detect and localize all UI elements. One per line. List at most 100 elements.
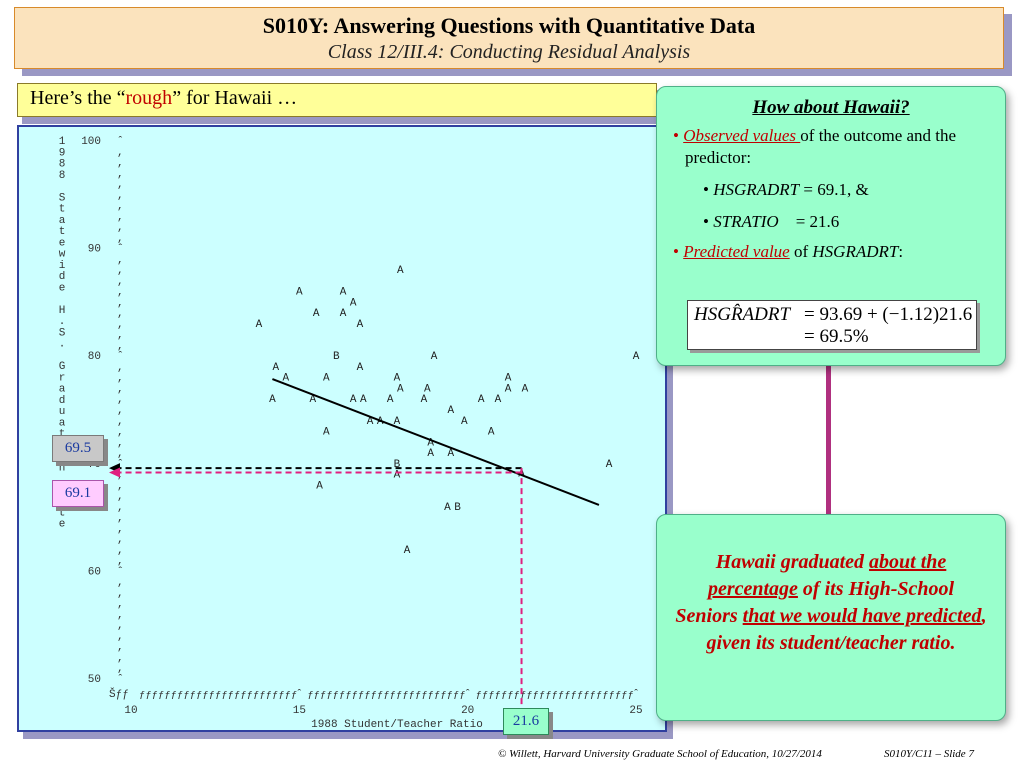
ylabel-char: .	[59, 339, 66, 351]
data-point: A	[397, 265, 404, 277]
conclusion-emphasis: that we would have predicted	[742, 605, 982, 627]
ylabel-char: w	[59, 249, 66, 261]
ylabel-char: 8	[59, 159, 66, 171]
equation-lhs-spacer	[694, 326, 804, 348]
rough-caption-prefix: Here’s the “	[30, 87, 126, 109]
ylabel-char: H	[59, 305, 66, 317]
y-tick-label: 100	[81, 136, 101, 148]
ylabel-char: e	[59, 519, 66, 531]
y-axis-tick-mark: ˆ	[117, 350, 124, 363]
ylabel-char: d	[59, 395, 66, 407]
x-axis-tick-mark: ˆ	[464, 688, 471, 701]
data-point: A	[427, 437, 434, 449]
data-point: A	[350, 297, 357, 309]
observed-arrowhead	[109, 467, 120, 478]
data-point: A	[394, 373, 401, 385]
prediction-equation: HSGR̂ADRT = 93.69 + (−1.12)21.6 = 69.5%	[687, 300, 977, 350]
y-axis-minor-mark: ,	[117, 642, 124, 654]
predicted-value-tag: 69.5	[52, 435, 104, 462]
ylabel-char: 9	[59, 147, 66, 159]
x-tick-label: 15	[293, 705, 306, 717]
regression-line	[272, 378, 600, 506]
x-axis-segment: ƒƒƒƒƒƒƒƒƒƒƒƒƒƒƒƒƒƒƒƒƒƒƒƒƒ	[307, 690, 465, 700]
x-tick-label: 10	[124, 705, 137, 717]
y-axis-minor-mark: ,	[117, 652, 124, 664]
hsgradrt-value: = 69.1, &	[799, 180, 869, 199]
y-axis-minor-mark: ,	[117, 470, 124, 482]
data-point: A	[323, 427, 330, 439]
data-point: A	[340, 308, 347, 320]
ylabel-char: t	[59, 204, 66, 216]
conclusion-part: of its High-School Seniors	[675, 578, 955, 627]
y-axis-minor-mark: ,	[117, 491, 124, 503]
data-point: A	[505, 373, 512, 385]
data-point: A	[387, 394, 394, 406]
y-axis-minor-mark: ,	[117, 405, 124, 417]
bullet-dot: •	[673, 242, 679, 261]
y-axis-minor-mark: ,	[117, 513, 124, 525]
x-axis-label: 1988 Student/Teacher Ratio	[311, 719, 483, 730]
y-axis-minor-mark: ,	[117, 201, 124, 213]
x-axis-segment: ƒƒƒƒƒƒƒƒƒƒƒƒƒƒƒƒƒƒƒƒƒƒƒƒƒ	[476, 690, 634, 700]
observed-values-text: of the outcome and the predictor:	[685, 126, 957, 167]
ylabel-char: G	[59, 361, 66, 373]
y-axis-minor-mark: ,	[117, 179, 124, 191]
y-axis-minor-mark: ,	[117, 620, 124, 632]
slide-title: S010Y: Answering Questions with Quantita…	[262, 13, 756, 38]
y-axis-minor-mark: ,	[117, 588, 124, 600]
equation-rhs-line1: = 93.69 + (−1.12)21.6	[804, 304, 973, 325]
ylabel-char: S	[59, 192, 66, 204]
ylabel-char: S	[59, 327, 66, 339]
conclusion-statement: Hawaii graduated about the percentage of…	[675, 549, 987, 657]
data-point: B	[333, 351, 340, 363]
ylabel-char: 1	[59, 136, 66, 148]
ylabel-char: .	[59, 316, 66, 328]
data-point: A	[296, 287, 303, 299]
ylabel-char: r	[59, 372, 66, 384]
bullet-predicted-value: • Predicted value of HSGRADRT:	[673, 241, 991, 263]
panel-heading: How about Hawaii?	[752, 97, 910, 118]
y-axis-minor-mark: ,	[117, 340, 124, 352]
data-point: B	[394, 459, 401, 471]
rough-caption-emphasis: rough	[125, 87, 173, 109]
y-axis-minor-mark: ,	[117, 287, 124, 299]
data-point: A	[448, 405, 455, 417]
footer-copyright: © Willett, Harvard University Graduate S…	[498, 748, 822, 760]
y-axis-minor-mark: ,	[117, 448, 124, 460]
data-point: A	[397, 383, 404, 395]
data-point: A	[522, 383, 529, 395]
hawaii-question-panel: How about Hawaii? • Observed values of t…	[656, 86, 1006, 366]
stratio-value: = 21.6	[795, 212, 840, 231]
scatter-plot-panel: 1988StatewideH.S.GraduationRateˆ,,,,,,,,…	[17, 125, 667, 732]
data-point: A	[357, 319, 364, 331]
y-axis-tick-mark: ˆ	[117, 673, 124, 686]
y-axis-minor-mark: ,	[117, 416, 124, 428]
y-axis-minor-mark: ,	[117, 373, 124, 385]
ylabel-char: n	[59, 462, 66, 474]
y-axis-minor-mark: ,	[117, 609, 124, 621]
data-point: A	[461, 416, 468, 428]
panel-connector	[826, 366, 831, 516]
y-axis-tick-mark: ˆ	[117, 243, 124, 256]
data-point: A	[421, 394, 428, 406]
data-point: A	[633, 351, 640, 363]
data-point: A	[316, 480, 323, 492]
data-point: A	[427, 448, 434, 460]
predicted-colon: :	[898, 242, 904, 261]
y-axis-minor-mark: ,	[117, 168, 124, 180]
y-axis-minor-mark: ,	[117, 276, 124, 288]
y-axis-minor-mark: ,	[117, 330, 124, 342]
y-axis-minor-mark: ,	[117, 383, 124, 395]
ylabel-char: a	[59, 384, 66, 396]
equation-rhs-line2: = 69.5%	[804, 326, 869, 347]
y-axis-minor-mark: ,	[117, 308, 124, 320]
y-axis-minor-mark: ,	[117, 158, 124, 170]
conclusion-emphasis: about the percentage	[707, 551, 947, 600]
data-point: A	[377, 416, 384, 428]
data-point: A	[478, 394, 485, 406]
predicted-value-of: of	[789, 242, 813, 261]
ylabel-char: a	[59, 417, 66, 429]
y-axis-minor-mark: ,	[117, 362, 124, 374]
data-point: A	[357, 362, 364, 374]
data-point: A	[488, 427, 495, 439]
